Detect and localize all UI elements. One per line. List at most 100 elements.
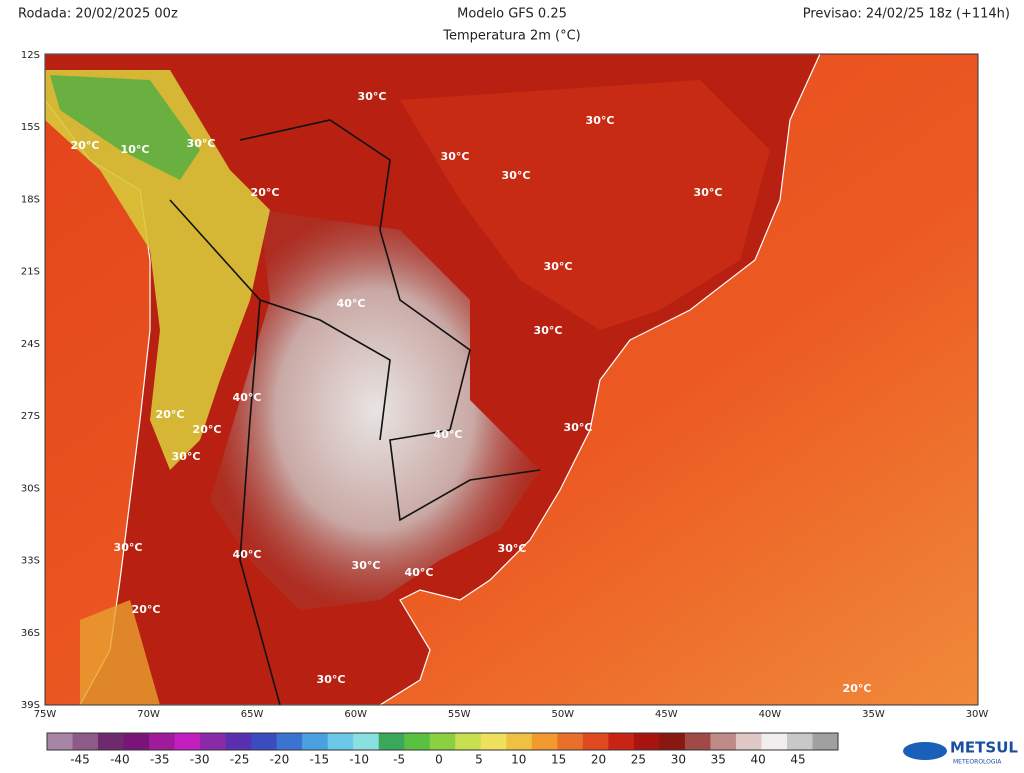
colorbar-label: -40 [110, 753, 130, 767]
contour-label: 30°C [352, 559, 381, 572]
contour-label: 30°C [564, 421, 593, 434]
lon-label: 70W [137, 709, 160, 720]
contour-label: 30°C [187, 137, 216, 150]
colorbar-swatch [174, 733, 201, 750]
contour-label: 30°C [172, 450, 201, 463]
contour-label: 30°C [502, 169, 531, 182]
colorbar-label: -25 [230, 753, 250, 767]
lat-label: 33S [21, 556, 40, 567]
contour-label: 10°C [121, 143, 150, 156]
colorbar-swatch [123, 733, 150, 750]
contour-label: 20°C [193, 423, 222, 436]
colorbar-swatch [72, 733, 99, 750]
lon-label: 40W [759, 709, 782, 720]
colorbar-swatch [710, 733, 737, 750]
colorbar-label: 0 [435, 753, 443, 767]
colorbar-swatch [608, 733, 635, 750]
lat-label: 39S [21, 700, 40, 711]
colorbar-swatch [582, 733, 609, 750]
lat-label: 18S [21, 194, 40, 205]
colorbar-swatch [429, 733, 456, 750]
lat-label: 21S [21, 267, 40, 278]
colorbar-swatch [98, 733, 125, 750]
colorbar-label: 20 [591, 753, 606, 767]
colorbar-swatch [404, 733, 431, 750]
colorbar-swatch [302, 733, 329, 750]
colorbar-label: -45 [70, 753, 90, 767]
colorbar-frame [46, 732, 839, 751]
colorbar-label: 15 [551, 753, 566, 767]
patagonia-cool [80, 600, 160, 705]
colorbar-label: -10 [349, 753, 369, 767]
colorbar-swatch [735, 733, 762, 750]
lon-label: 55W [448, 709, 471, 720]
colorbar-swatch [659, 733, 686, 750]
lat-label: 15S [21, 122, 40, 133]
andes-cold [50, 75, 200, 180]
colorbar-label: 25 [631, 753, 646, 767]
map-frame [44, 53, 979, 706]
lon-label: 45W [655, 709, 678, 720]
colorbar-swatch [786, 733, 813, 750]
run-time: Rodada: 20/02/2025 00z [18, 7, 178, 22]
colorbar-label: -35 [150, 753, 170, 767]
lon-label: 35W [862, 709, 885, 720]
warm-area [400, 80, 770, 330]
colorbar-swatch [225, 733, 252, 750]
contour-label: 20°C [71, 139, 100, 152]
map [45, 54, 978, 705]
contour-label: 20°C [251, 186, 280, 199]
colorbar-label: 40 [750, 753, 765, 767]
lon-label: 75W [34, 709, 57, 720]
contour-label: 20°C [132, 603, 161, 616]
contour-label: 30°C [544, 260, 573, 273]
contour-label: 40°C [337, 297, 366, 310]
model-title: Modelo GFS 0.25 [457, 7, 567, 22]
colorbar-swatch [378, 733, 405, 750]
variable-title: Temperatura 2m (°C) [442, 29, 581, 44]
colorbar-swatch [531, 733, 558, 750]
colorbar-swatch [506, 733, 533, 750]
lon-label: 60W [344, 709, 367, 720]
colorbar-swatch [353, 733, 380, 750]
lat-label: 24S [21, 339, 40, 350]
lat-label: 36S [21, 628, 40, 639]
colorbar-label: 10 [511, 753, 526, 767]
contour-label: 30°C [317, 673, 346, 686]
colorbar-swatch [251, 733, 278, 750]
colorbar-swatch [149, 733, 176, 750]
logo-tagline: METEOROLOGIA [953, 759, 1002, 766]
lat-label: 27S [21, 411, 40, 422]
colorbar-label: -5 [393, 753, 405, 767]
logo-name: METSUL [950, 739, 1018, 757]
colorbar-swatch [200, 733, 227, 750]
lat-label: 30S [21, 483, 40, 494]
colorbar-swatch [761, 733, 788, 750]
contour-label: 30°C [441, 150, 470, 163]
lat-label: 12S [21, 50, 40, 61]
colorbar-swatch [557, 733, 584, 750]
contour-label: 30°C [586, 114, 615, 127]
contour-label: 30°C [358, 90, 387, 103]
lon-label: 50W [551, 709, 574, 720]
colorbar-label: -30 [190, 753, 210, 767]
colorbar-label: 45 [790, 753, 805, 767]
contour-label: 30°C [498, 542, 527, 555]
colorbar-swatch [276, 733, 303, 750]
contour-label: 20°C [156, 408, 185, 421]
colorbar-label: 35 [711, 753, 726, 767]
contour-label: 40°C [434, 428, 463, 441]
colorbar-swatch [480, 733, 507, 750]
lon-label: 30W [966, 709, 989, 720]
colorbar-label: -20 [270, 753, 290, 767]
colorbar-swatch [455, 733, 482, 750]
colorbar-swatch [684, 733, 711, 750]
colorbar-label: 5 [475, 753, 483, 767]
contour-label: 40°C [233, 548, 262, 561]
colorbar-swatch [812, 733, 839, 750]
contour-label: 30°C [114, 541, 143, 554]
colorbar-label: 30 [671, 753, 686, 767]
contour-label: 40°C [405, 566, 434, 579]
borders [169, 119, 541, 705]
